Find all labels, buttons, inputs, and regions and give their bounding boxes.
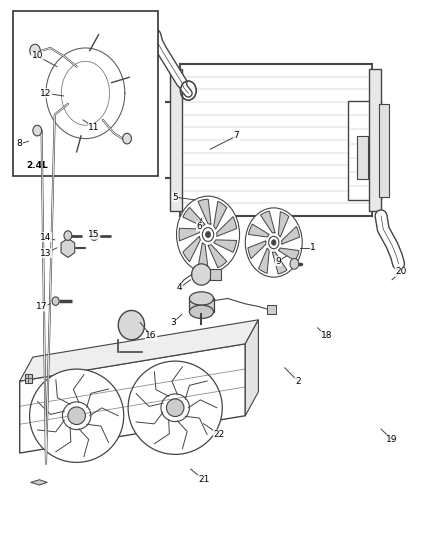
Polygon shape	[248, 241, 266, 259]
Text: 17: 17	[36, 302, 47, 311]
Polygon shape	[20, 320, 258, 381]
Bar	[379, 104, 389, 197]
Ellipse shape	[29, 369, 124, 462]
Polygon shape	[20, 344, 245, 453]
Circle shape	[202, 228, 214, 241]
Text: 3: 3	[170, 318, 176, 327]
Text: 2.4L: 2.4L	[26, 161, 48, 170]
Polygon shape	[248, 224, 269, 237]
Bar	[357, 136, 368, 179]
Text: 18: 18	[321, 332, 332, 340]
Polygon shape	[272, 252, 287, 274]
Ellipse shape	[118, 310, 145, 340]
Text: 5: 5	[172, 193, 178, 201]
Text: 16: 16	[145, 332, 157, 340]
Text: 2: 2	[295, 377, 300, 385]
Polygon shape	[198, 199, 211, 224]
Polygon shape	[278, 212, 289, 237]
Text: 22: 22	[213, 430, 225, 439]
Bar	[13, 11, 158, 176]
Polygon shape	[261, 211, 275, 233]
Polygon shape	[282, 227, 300, 244]
Circle shape	[245, 208, 302, 277]
Text: 14: 14	[40, 233, 52, 241]
Polygon shape	[183, 236, 201, 262]
Circle shape	[290, 259, 299, 269]
Bar	[369, 69, 381, 211]
Bar	[210, 269, 221, 280]
Polygon shape	[208, 245, 227, 268]
Circle shape	[268, 236, 279, 249]
Circle shape	[177, 196, 240, 273]
Polygon shape	[183, 207, 205, 227]
Circle shape	[33, 125, 42, 136]
Circle shape	[52, 297, 59, 305]
Ellipse shape	[128, 361, 223, 454]
Text: 4: 4	[177, 284, 182, 292]
Text: 8: 8	[17, 140, 23, 148]
Bar	[25, 374, 32, 383]
Bar	[189, 298, 214, 312]
Polygon shape	[278, 248, 299, 261]
Bar	[170, 69, 182, 211]
Text: 9: 9	[275, 257, 281, 265]
Polygon shape	[31, 480, 47, 485]
Bar	[348, 101, 381, 200]
Circle shape	[272, 240, 276, 245]
Ellipse shape	[190, 292, 214, 305]
Ellipse shape	[190, 305, 214, 318]
Ellipse shape	[166, 399, 184, 417]
Polygon shape	[198, 243, 208, 270]
Circle shape	[64, 231, 72, 240]
Polygon shape	[214, 240, 237, 252]
Text: 19: 19	[386, 435, 398, 444]
Circle shape	[205, 231, 211, 238]
Ellipse shape	[192, 264, 211, 285]
Text: 10: 10	[32, 52, 43, 60]
Text: 1: 1	[310, 244, 316, 252]
Polygon shape	[179, 228, 201, 241]
Circle shape	[123, 133, 131, 144]
Bar	[267, 305, 276, 314]
Text: 20: 20	[395, 268, 406, 276]
Polygon shape	[258, 248, 269, 273]
Text: 13: 13	[40, 249, 52, 257]
Polygon shape	[245, 320, 258, 416]
Text: 12: 12	[40, 89, 52, 98]
Ellipse shape	[68, 407, 85, 424]
Circle shape	[30, 44, 40, 57]
Text: 11: 11	[88, 124, 100, 132]
Polygon shape	[214, 201, 227, 229]
Text: 6: 6	[196, 222, 202, 231]
Bar	[180, 64, 372, 216]
Circle shape	[90, 231, 98, 240]
Polygon shape	[217, 217, 237, 237]
Text: 7: 7	[233, 132, 240, 140]
Text: 21: 21	[198, 475, 209, 484]
Text: 15: 15	[88, 230, 100, 239]
